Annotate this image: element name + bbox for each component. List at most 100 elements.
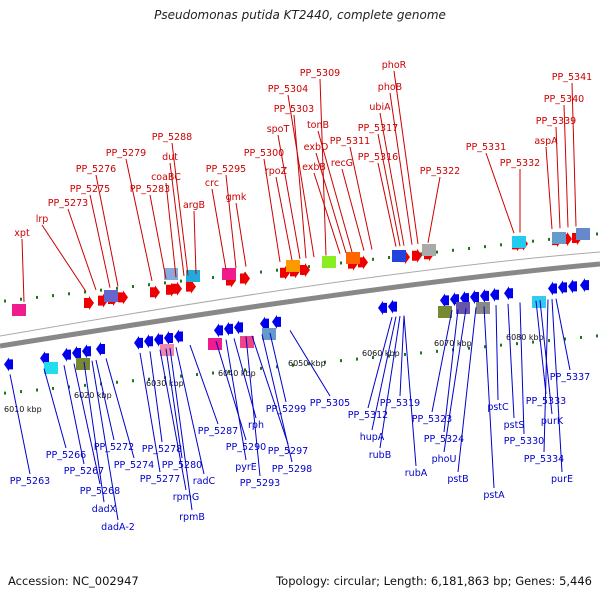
label-leader-line bbox=[139, 352, 161, 473]
track-dot bbox=[132, 379, 134, 383]
gene-label: recG bbox=[331, 158, 353, 169]
label-leader-line bbox=[41, 224, 87, 292]
gene-label: pstB bbox=[447, 474, 468, 485]
gene-label: PP_5279 bbox=[106, 148, 146, 159]
label-leader-line bbox=[21, 238, 25, 302]
feature-box bbox=[322, 256, 336, 268]
gene-label: rpmB bbox=[179, 512, 205, 523]
track-dot bbox=[484, 245, 486, 249]
label-leader-line bbox=[165, 348, 183, 459]
track-dot bbox=[420, 351, 422, 355]
label-leader-line bbox=[367, 316, 393, 409]
track-dot bbox=[148, 377, 150, 381]
gene-label: PP_5278 bbox=[142, 444, 182, 455]
feature-box bbox=[104, 290, 118, 302]
gene-label: spoT bbox=[267, 124, 290, 135]
label-leader-line bbox=[555, 298, 571, 371]
scale-tick-label: 6060 kbp bbox=[362, 349, 400, 358]
label-leader-line bbox=[545, 146, 553, 230]
gene-label: PP_5311 bbox=[330, 136, 370, 147]
gene-label: PP_5290 bbox=[226, 442, 266, 453]
gene-label: tonB bbox=[307, 120, 329, 131]
gene-label: PP_5323 bbox=[412, 414, 452, 425]
track-dot bbox=[596, 232, 598, 236]
gene-label: PP_5305 bbox=[310, 398, 350, 409]
label-leader-line bbox=[149, 351, 163, 443]
reverse-gene-arrow bbox=[134, 335, 143, 350]
gene-label: PP_5266 bbox=[46, 450, 86, 461]
gene-label: PP_5317 bbox=[358, 123, 398, 134]
label-leader-line bbox=[159, 349, 187, 491]
label-leader-line bbox=[169, 162, 185, 276]
backbone-edge bbox=[0, 251, 600, 337]
reverse-gene-arrow bbox=[460, 291, 469, 306]
gene-label: PP_5299 bbox=[266, 404, 306, 415]
label-leader-line bbox=[277, 134, 301, 260]
label-leader-line bbox=[495, 305, 499, 401]
gene-label: rpoZ bbox=[265, 166, 288, 177]
reverse-gene-arrow bbox=[96, 341, 105, 356]
label-leader-line bbox=[313, 172, 341, 254]
track-dot bbox=[4, 391, 6, 395]
gene-label: PP_5340 bbox=[544, 94, 584, 105]
gene-label: PP_5276 bbox=[76, 164, 116, 175]
forward-gene-arrow bbox=[412, 248, 422, 263]
scale-tick-label: 6070 kbp bbox=[434, 339, 472, 348]
feature-box bbox=[438, 306, 452, 318]
gene-label: aspA bbox=[534, 136, 558, 147]
reverse-gene-arrow bbox=[272, 314, 281, 329]
feature-box bbox=[512, 236, 526, 248]
label-leader-line bbox=[95, 359, 115, 441]
track-dot bbox=[340, 261, 342, 265]
gene-label: pstA bbox=[483, 490, 505, 501]
track-dot bbox=[4, 299, 6, 303]
gene-label: PP_5274 bbox=[114, 460, 154, 471]
feature-box bbox=[12, 304, 26, 316]
label-leader-line bbox=[349, 146, 373, 250]
label-leader-line bbox=[233, 338, 257, 419]
gene-label: PP_5263 bbox=[10, 476, 50, 487]
reverse-gene-arrow bbox=[548, 281, 557, 296]
track-dot bbox=[516, 342, 518, 346]
gene-label: PP_5283 bbox=[130, 184, 170, 195]
gene-label: PP_5312 bbox=[348, 410, 388, 421]
track-dot bbox=[468, 246, 470, 250]
label-leader-line bbox=[175, 347, 205, 475]
gene-label: rubB bbox=[369, 450, 391, 461]
gene-label: PP_5332 bbox=[500, 158, 540, 169]
track-dot bbox=[548, 237, 550, 241]
track-dot bbox=[68, 292, 70, 296]
track-dot bbox=[420, 252, 422, 256]
label-leader-line bbox=[269, 333, 287, 403]
gene-label: PP_5288 bbox=[152, 132, 192, 143]
track-dot bbox=[52, 294, 54, 298]
reverse-gene-arrow bbox=[580, 278, 589, 293]
label-leader-line bbox=[263, 158, 281, 262]
track-dot bbox=[388, 354, 390, 358]
feature-box bbox=[208, 338, 222, 350]
reverse-gene-arrow bbox=[260, 316, 269, 331]
track-dot bbox=[308, 265, 310, 269]
label-leader-line bbox=[225, 174, 237, 269]
gene-label: PP_5331 bbox=[466, 142, 506, 153]
track-dot bbox=[532, 340, 534, 344]
track-dot bbox=[244, 368, 246, 372]
gene-label: PP_5337 bbox=[550, 372, 590, 383]
label-leader-line bbox=[317, 130, 353, 253]
reverse-gene-arrow bbox=[388, 299, 397, 314]
gene-label: phoB bbox=[378, 82, 402, 93]
track-dot bbox=[500, 243, 502, 247]
label-leader-line bbox=[83, 361, 105, 503]
gene-label: PP_5339 bbox=[536, 116, 576, 127]
gene-label: PP_5272 bbox=[94, 442, 134, 453]
label-leader-line bbox=[431, 309, 453, 413]
gene-label: PP_5267 bbox=[64, 466, 104, 477]
feature-box bbox=[222, 268, 236, 280]
track-dot bbox=[596, 334, 598, 338]
feature-box bbox=[532, 296, 546, 308]
label-leader-line bbox=[63, 365, 85, 465]
track-dot bbox=[436, 250, 438, 254]
gene-label: rubA bbox=[405, 468, 428, 479]
track-dot bbox=[372, 356, 374, 360]
label-leader-line bbox=[125, 158, 153, 282]
